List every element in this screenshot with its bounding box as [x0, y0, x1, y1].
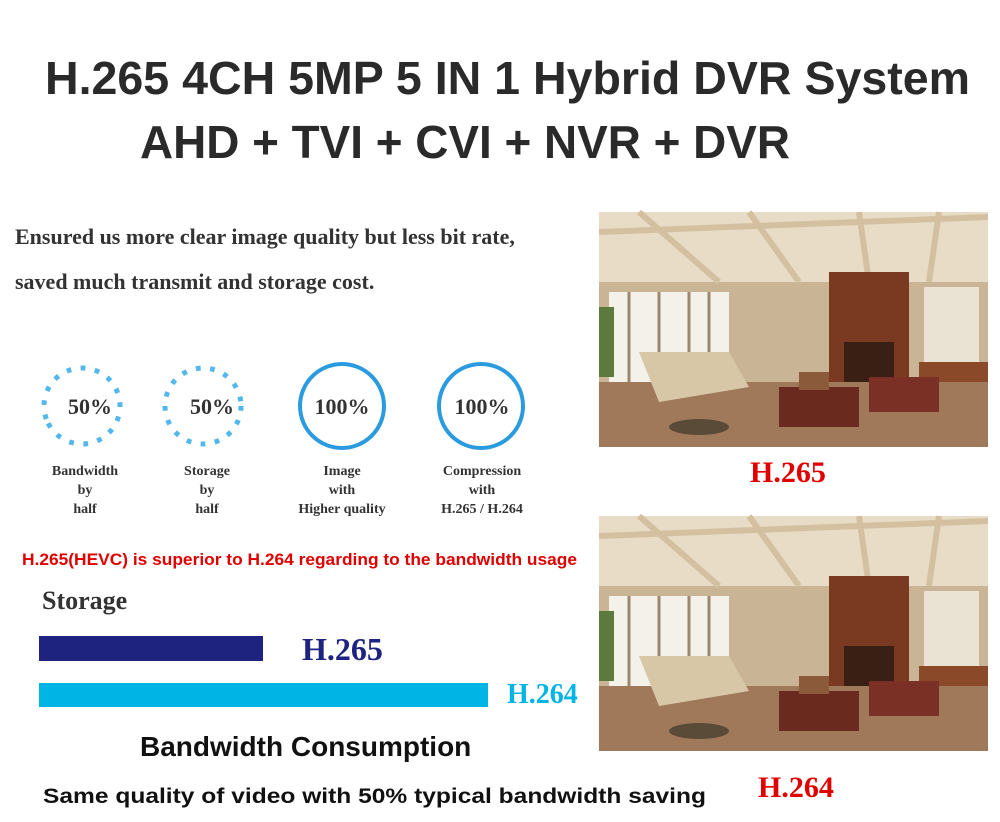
feature-label: Bandwidth: [52, 464, 118, 479]
feature-label: half: [73, 502, 97, 517]
bar-label: H.265: [302, 631, 383, 667]
storage-title: Storage: [42, 586, 127, 615]
feature-label: by: [200, 483, 215, 498]
gauge-value: 50%: [190, 394, 234, 419]
note: H.265(HEVC) is superior to H.264 regardi…: [22, 550, 577, 569]
title: H.265 4CH 5MP 5 IN 1 Hybrid DVR System: [45, 52, 970, 104]
photo-caption: H.265: [750, 456, 826, 489]
feature-label: half: [195, 502, 219, 517]
photo: [599, 516, 988, 751]
gauge-value: 50%: [68, 394, 112, 419]
feature-label: by: [78, 483, 93, 498]
feature-label: H.265 / H.264: [441, 502, 523, 517]
gauge-value: 100%: [315, 394, 370, 419]
subtitle: AHD + TVI + CVI + NVR + DVR: [140, 116, 790, 168]
feature-label: Higher quality: [298, 502, 385, 517]
intro-line: Ensured us more clear image quality but …: [15, 224, 515, 249]
feature-label: Image: [323, 464, 360, 479]
feature-label: with: [469, 483, 496, 498]
tagline: Same quality of video with 50% typical b…: [43, 785, 706, 808]
gauge-value: 100%: [455, 394, 510, 419]
gauge: [41, 362, 525, 450]
storage-bar: [39, 683, 488, 707]
feature-label: Storage: [184, 464, 230, 479]
feature-label: Compression: [443, 464, 522, 479]
feature-label: with: [329, 483, 356, 498]
bar-label: H.264: [507, 679, 578, 710]
photo: [599, 212, 988, 447]
storage-bar: [39, 636, 263, 661]
bandwidth-title: Bandwidth Consumption: [140, 731, 471, 762]
intro-line: saved much transmit and storage cost.: [15, 269, 374, 294]
photo-caption: H.264: [758, 771, 834, 804]
